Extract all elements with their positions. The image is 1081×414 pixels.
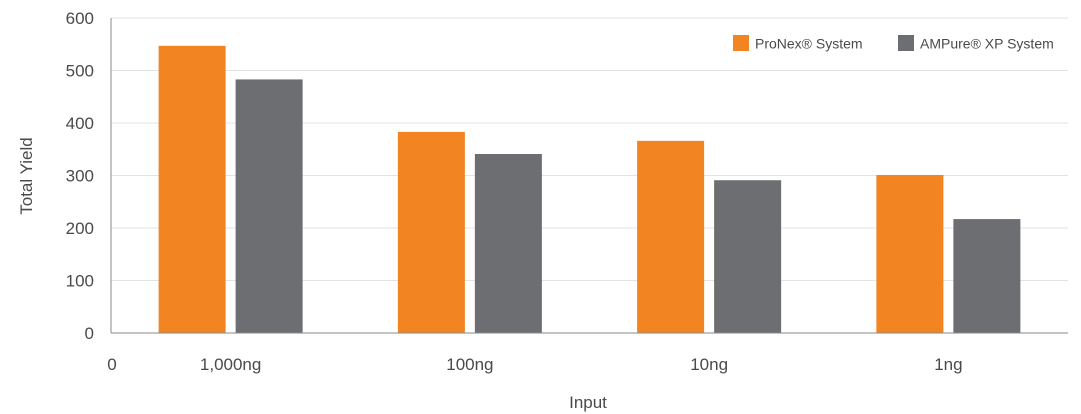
x-tick-label: 100ng bbox=[446, 355, 493, 374]
bar-pronex-3 bbox=[876, 174, 944, 333]
bar-ampure-2 bbox=[714, 180, 782, 333]
y-tick-label: 100 bbox=[66, 272, 94, 291]
y-tick-label: 400 bbox=[66, 114, 94, 133]
bar-ampure-1 bbox=[474, 153, 542, 333]
bar-pronex-2 bbox=[637, 140, 705, 333]
x-axis-title: Input bbox=[569, 393, 607, 412]
y-axis-title: Total Yield bbox=[17, 137, 36, 215]
bar-pronex-1 bbox=[397, 131, 465, 333]
bar-pronex-0 bbox=[158, 45, 226, 333]
x-origin-label: 0 bbox=[107, 355, 116, 374]
legend-swatch-pronex bbox=[733, 35, 749, 51]
x-axis-ticks: 1,000ng 100ng 10ng 1ng bbox=[200, 355, 963, 374]
bars bbox=[158, 45, 1021, 333]
y-tick-label: 300 bbox=[66, 167, 94, 186]
x-tick-label: 1,000ng bbox=[200, 355, 261, 374]
bar-ampure-0 bbox=[235, 79, 303, 333]
y-tick-label: 0 bbox=[85, 324, 94, 343]
legend-label-pronex: ProNex® System bbox=[755, 36, 863, 52]
y-tick-label: 600 bbox=[66, 9, 94, 28]
y-axis-ticks: 0 100 200 300 400 500 600 bbox=[66, 9, 94, 343]
bar-ampure-3 bbox=[953, 219, 1021, 333]
legend: ProNex® System AMPure® XP System bbox=[733, 35, 1054, 52]
x-tick-label: 1ng bbox=[934, 355, 962, 374]
x-tick-label: 10ng bbox=[690, 355, 728, 374]
legend-swatch-ampure bbox=[898, 35, 914, 51]
y-tick-label: 500 bbox=[66, 62, 94, 81]
y-tick-label: 200 bbox=[66, 219, 94, 238]
legend-label-ampure: AMPure® XP System bbox=[920, 36, 1054, 52]
